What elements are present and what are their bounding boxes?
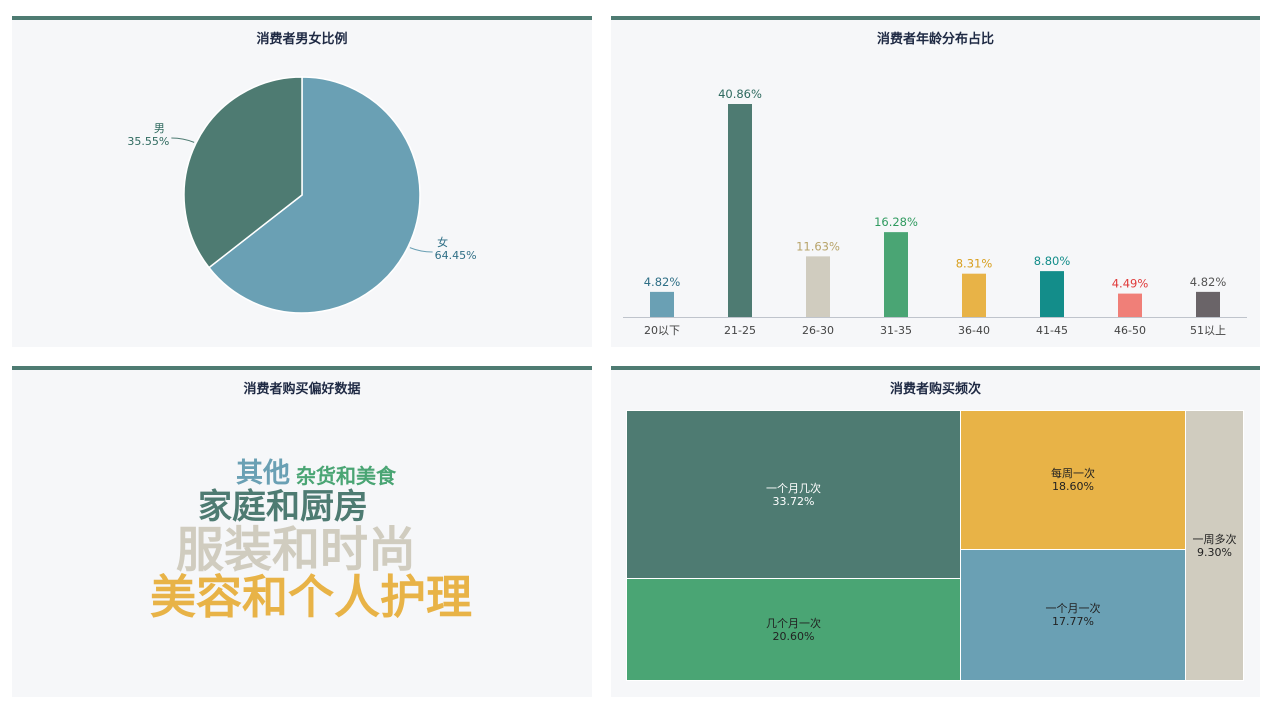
gender-pie-title: 消费者男女比例 — [256, 32, 348, 47]
age-bar-panel: 消费者年龄分布占比 4.82% 20以下 40.86% 21-25 11.63% 26-3… — [611, 16, 1260, 347]
bar-6 — [1118, 293, 1142, 317]
bar-category-label-2: 26-30 — [802, 324, 834, 337]
word-fashion: 服装和时尚 — [176, 522, 417, 578]
pie-value-label-1: 35.55% — [127, 135, 169, 148]
pie-slice-0 — [207, 76, 421, 314]
bar-value-label-3: 16.28% — [874, 215, 918, 229]
bar-value-label-5: 8.80% — [1034, 254, 1071, 268]
bar-7 — [1196, 291, 1220, 317]
frequency-treemap-title: 消费者购买频次 — [889, 382, 981, 397]
bar-value-label-1: 40.86% — [718, 87, 762, 101]
bar-4 — [962, 273, 986, 317]
bar-category-label-4: 36-40 — [958, 324, 990, 337]
bar-category-label-0: 20以下 — [644, 324, 680, 337]
bar-category-label-5: 41-45 — [1036, 324, 1068, 337]
gender-pie-chart: 女64.45% 男35.55% — [127, 76, 477, 314]
word-home-kitchen: 家庭和厨房 — [198, 487, 368, 527]
pie-value-label-0: 64.45% — [435, 249, 477, 262]
pie-label-1: 男 — [154, 122, 165, 135]
treemap-label-few-per-month: 一个月几次 33.72% — [766, 481, 821, 508]
treemap-cell-monthly: 一个月一次 17.77% — [960, 549, 1186, 681]
preference-wordcloud-title: 消费者购买偏好数据 — [243, 382, 361, 397]
treemap-label-every-few-months: 几个月一次 20.60% — [766, 616, 821, 643]
word-grocery: 杂货和美食 — [296, 464, 396, 488]
pie-slice-1 — [183, 76, 303, 269]
bar-category-label-6: 46-50 — [1114, 324, 1146, 337]
bar-value-label-0: 4.82% — [644, 275, 681, 289]
word-other: 其他 — [236, 458, 290, 489]
pie-leader-0 — [409, 247, 433, 253]
preference-wordcloud-panel: 消费者购买偏好数据 其他 杂货和美食 家庭和厨房 服装和时尚 美容和个人护理 — [12, 366, 592, 697]
treemap-label-weekly: 每周一次 18.60% — [1051, 467, 1095, 493]
bar-category-label-3: 31-35 — [880, 324, 912, 337]
bar-value-label-6: 4.49% — [1112, 277, 1149, 291]
treemap-cell-every-few-months: 几个月一次 20.60% — [626, 578, 961, 681]
bar-value-label-4: 8.31% — [956, 257, 993, 271]
bar-category-label-7: 51以上 — [1190, 324, 1226, 337]
age-bar-chart: 4.82% 20以下 40.86% 21-25 11.63% 26-30 16.28% 31-… — [623, 87, 1247, 337]
frequency-treemap-panel: 消费者购买频次 一个月几次 33.72% 几个月一次 20.60% 每周一次 1… — [611, 366, 1260, 697]
bar-0 — [650, 291, 674, 317]
bar-3 — [884, 232, 908, 317]
treemap-label-monthly: 一个月一次 17.77% — [1045, 602, 1101, 628]
treemap-cell-multiple-weekly: 一周多次 9.30% — [1185, 410, 1244, 681]
bar-value-label-7: 4.82% — [1190, 275, 1227, 289]
treemap-label-multiple-weekly: 一周多次 9.30% — [1192, 532, 1237, 559]
bar-value-label-2: 11.63% — [796, 239, 840, 253]
gender-pie-panel: 消费者男女比例 女 64.45% 男 35.55% — [12, 16, 592, 347]
bar-2 — [806, 256, 830, 317]
bar-5 — [1040, 271, 1064, 317]
pie-leader-1 — [171, 137, 195, 143]
pie-label-0: 女 — [437, 235, 448, 249]
bar-category-label-1: 21-25 — [724, 324, 756, 337]
treemap-cell-few-per-month: 一个月几次 33.72% — [626, 410, 961, 579]
word-beauty: 美容和个人护理 — [150, 570, 472, 624]
age-bar-title: 消费者年龄分布占比 — [876, 32, 994, 47]
bar-1 — [728, 104, 752, 317]
treemap-cell-weekly: 每周一次 18.60% — [960, 410, 1186, 550]
